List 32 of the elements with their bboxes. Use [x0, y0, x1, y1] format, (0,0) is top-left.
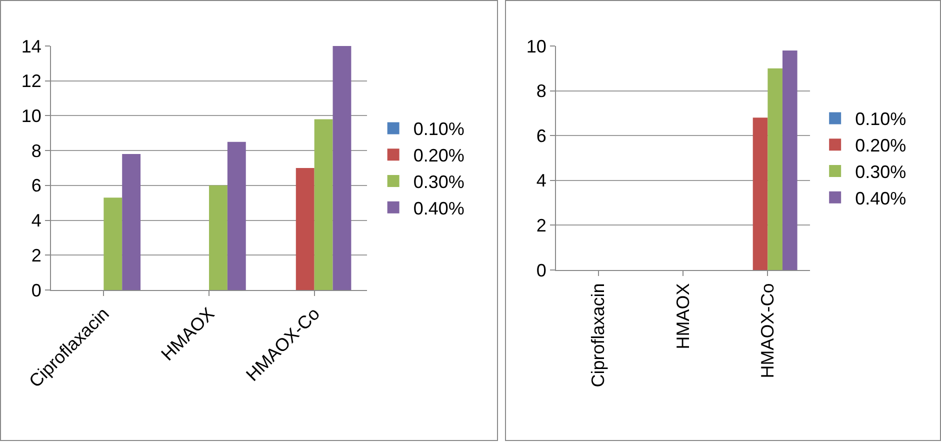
- legend-label: 0.20%: [413, 146, 464, 166]
- legend-label: 0.30%: [855, 162, 906, 182]
- legend-label: 0.40%: [855, 188, 906, 208]
- bar: [104, 198, 122, 290]
- y-tick-label: 14: [21, 36, 42, 56]
- y-tick-label: 10: [526, 36, 546, 56]
- y-tick-label: 12: [21, 71, 42, 92]
- y-tick-label: 8: [536, 81, 546, 102]
- bar: [314, 119, 333, 290]
- x-tick-label: HMAOX-Co: [758, 283, 778, 378]
- legend-label: 0.10%: [413, 119, 464, 140]
- bar: [296, 168, 314, 290]
- y-tick-label: 2: [31, 245, 42, 266]
- bar: [209, 185, 228, 290]
- bar: [332, 46, 352, 290]
- legend-label: 0.30%: [413, 172, 464, 192]
- legend-label: 0.10%: [855, 109, 906, 130]
- y-tick-label: 4: [31, 210, 42, 231]
- y-tick-label: 0: [31, 280, 42, 300]
- y-tick-label: 8: [31, 140, 42, 161]
- x-tick-label: HMAOX: [672, 283, 693, 350]
- y-tick-label: 6: [31, 176, 42, 196]
- legend-label: 0.40%: [413, 198, 464, 218]
- legend-label: 0.20%: [855, 136, 906, 156]
- bar: [227, 142, 246, 290]
- y-tick-label: 2: [536, 216, 546, 236]
- bar: [122, 154, 141, 290]
- y-tick-label: 4: [536, 170, 546, 191]
- y-tick-label: 0: [536, 260, 546, 280]
- y-tick-label: 10: [21, 106, 42, 126]
- y-tick-label: 6: [536, 126, 546, 146]
- x-tick-label: Ciproflaxacin: [588, 283, 608, 388]
